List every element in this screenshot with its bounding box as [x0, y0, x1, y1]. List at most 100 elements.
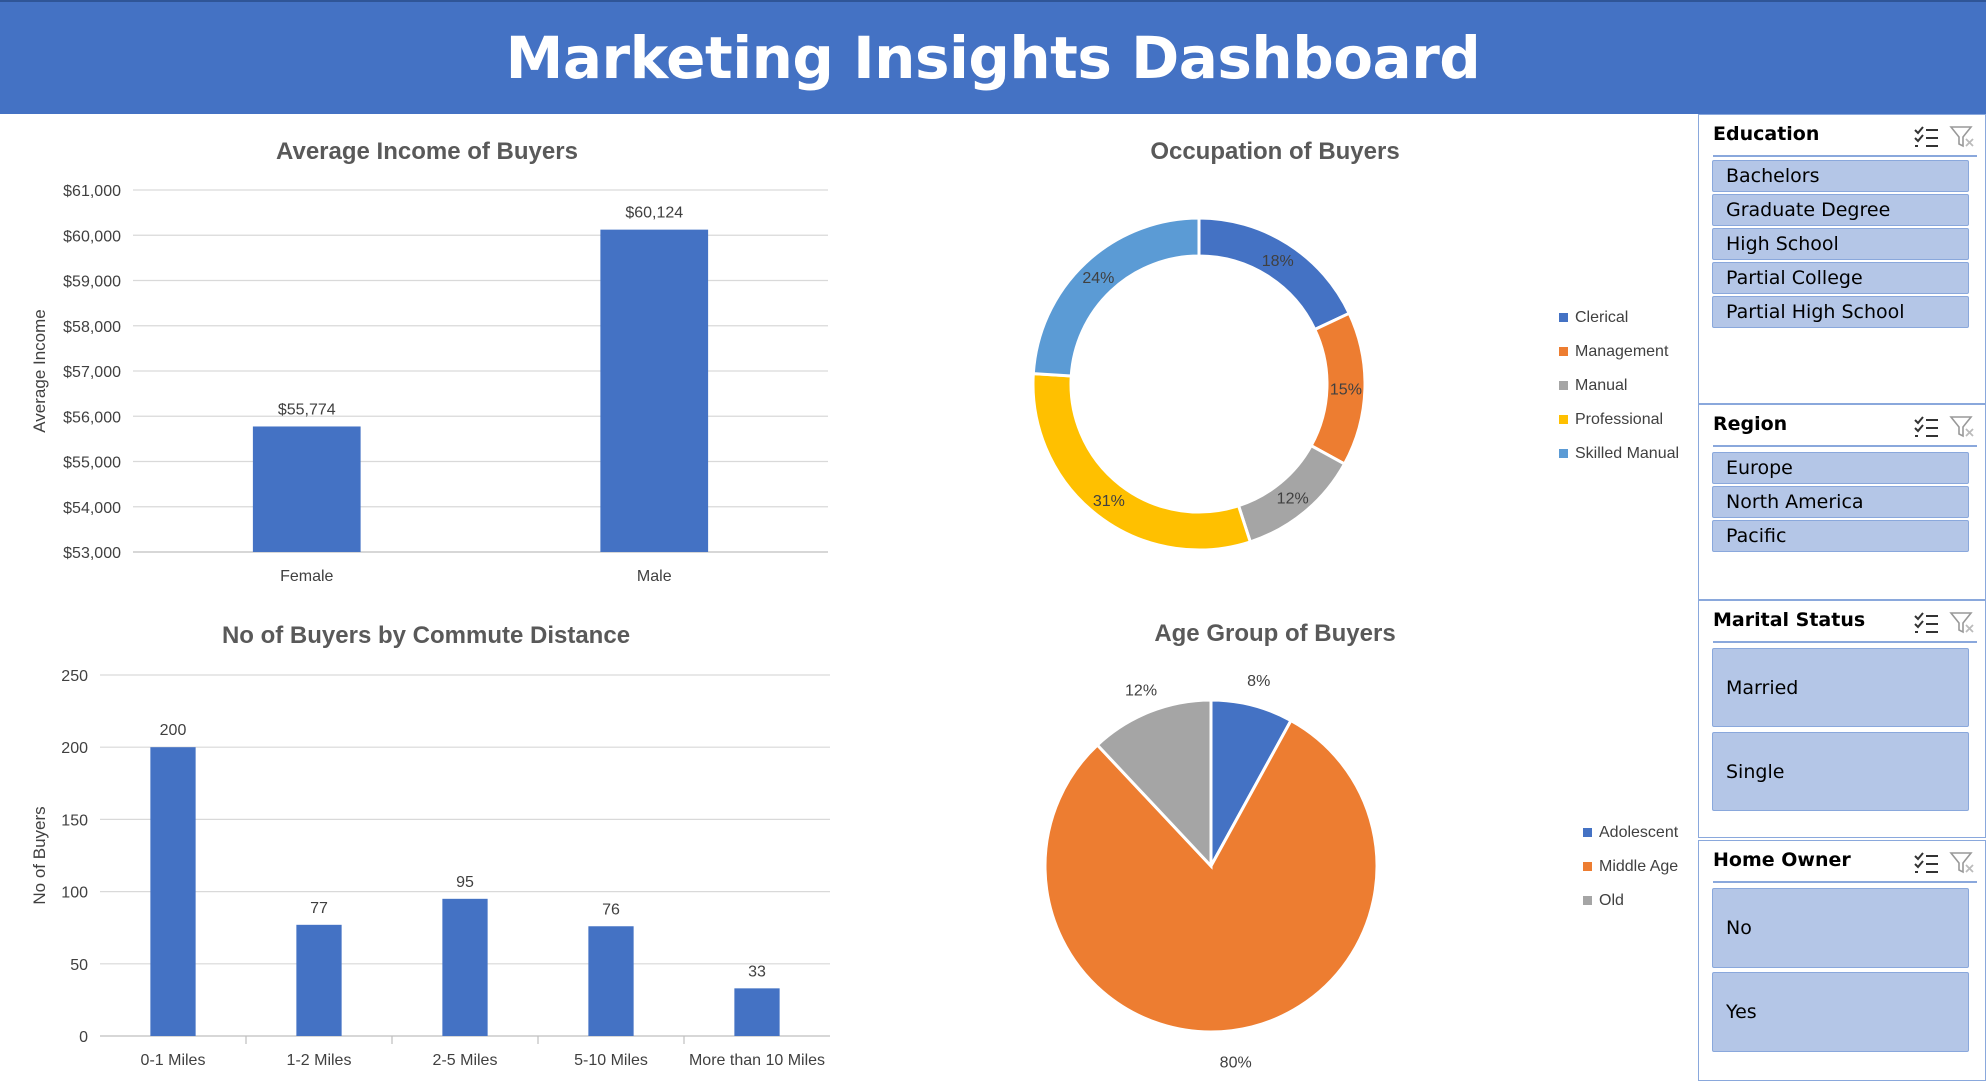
slicer-header: Marital Status: [1713, 601, 1977, 643]
data-label: 8%: [1247, 673, 1270, 690]
slicer-header: Home Owner: [1713, 841, 1977, 883]
slicer-item-yes[interactable]: Yes: [1712, 972, 1969, 1052]
legend-swatch: [1559, 381, 1568, 390]
slicer-region: Region Europe North America Pacific: [1698, 404, 1986, 600]
slicer-item-partial-college[interactable]: Partial College: [1712, 262, 1969, 294]
clear-filter-icon[interactable]: [1949, 611, 1975, 635]
multi-select-icon[interactable]: [1913, 611, 1939, 635]
x-tick-label: More than 10 Miles: [689, 1052, 825, 1069]
clear-filter-icon[interactable]: [1949, 415, 1975, 439]
legend-label: Middle Age: [1599, 858, 1678, 875]
x-tick-label: 0-1 Miles: [141, 1052, 206, 1069]
chart-title: Age Group of Buyers: [1154, 620, 1395, 647]
slicer-item-partial-high-school[interactable]: Partial High School: [1712, 296, 1969, 328]
legend-label: Management: [1575, 343, 1669, 360]
slicer-header: Education: [1713, 115, 1977, 157]
slicer-title: Marital Status: [1713, 609, 1866, 631]
charts-canvas: Average Income of Buyers $53,000 $54,000 $5…: [30, 138, 1679, 1071]
x-tick-label: Female: [280, 568, 333, 585]
legend-label: Skilled Manual: [1575, 445, 1679, 462]
data-label: 18%: [1262, 253, 1294, 270]
legend-label: Clerical: [1575, 309, 1628, 326]
legend-label: Adolescent: [1599, 824, 1679, 841]
slicer-item-north-america[interactable]: North America: [1712, 486, 1969, 518]
y-tick-label: 50: [70, 957, 88, 974]
data-label: 77: [310, 900, 328, 917]
chart-title: No of Buyers by Commute Distance: [222, 622, 630, 649]
bar: [600, 229, 709, 552]
y-tick-label: $60,000: [63, 228, 121, 245]
data-label: 31%: [1093, 493, 1125, 510]
legend-swatch: [1583, 828, 1592, 837]
slicer-item-bachelors[interactable]: Bachelors: [1712, 160, 1969, 192]
data-label: $55,774: [278, 401, 336, 418]
slicer-item-pacific[interactable]: Pacific: [1712, 520, 1969, 552]
y-axis-label: No of Buyers: [30, 806, 49, 904]
y-tick-label: 100: [61, 885, 88, 902]
slicer-title: Home Owner: [1713, 849, 1851, 871]
multi-select-icon[interactable]: [1913, 125, 1939, 149]
slicer-item-married[interactable]: Married: [1712, 648, 1969, 727]
slice: [1031, 371, 1253, 552]
bar: [252, 426, 361, 552]
slice: [1095, 698, 1213, 870]
y-tick-label: $53,000: [63, 545, 121, 562]
slicer-panel: Education Bachelors Graduate Degree High…: [1698, 114, 1986, 1081]
data-label: 12%: [1277, 490, 1309, 507]
slice: [1197, 216, 1352, 332]
data-label: 76: [602, 901, 620, 918]
multi-select-icon[interactable]: [1913, 851, 1939, 875]
title-banner: Marketing Insights Dashboard: [0, 0, 1986, 114]
slicer-item-high-school[interactable]: High School: [1712, 228, 1969, 260]
y-tick-label: 250: [61, 668, 88, 685]
legend-swatch: [1559, 347, 1568, 356]
legend-swatch: [1559, 449, 1568, 458]
multi-select-icon[interactable]: [1913, 415, 1939, 439]
slicer-title: Education: [1713, 123, 1820, 145]
data-label: 15%: [1330, 382, 1362, 399]
data-label: $60,124: [625, 205, 683, 222]
y-tick-label: 150: [61, 812, 88, 829]
y-tick-label: $56,000: [63, 409, 121, 426]
bar: [442, 898, 488, 1036]
y-axis-label: Average Income: [30, 309, 49, 432]
data-label: 33: [748, 963, 766, 980]
chart-title: Occupation of Buyers: [1150, 138, 1399, 165]
slicer-item-single[interactable]: Single: [1712, 732, 1969, 811]
dashboard-title: Marketing Insights Dashboard: [505, 24, 1481, 92]
bar: [588, 926, 634, 1036]
slicer-item-europe[interactable]: Europe: [1712, 452, 1969, 484]
bar: [150, 747, 196, 1036]
y-tick-label: $55,000: [63, 455, 121, 472]
legend-swatch: [1583, 896, 1592, 905]
data-label: 200: [160, 722, 187, 739]
legend-swatch: [1559, 313, 1568, 322]
y-tick-label: $54,000: [63, 500, 121, 517]
y-tick-label: $59,000: [63, 274, 121, 291]
slicer-item-graduate-degree[interactable]: Graduate Degree: [1712, 194, 1969, 226]
legend-swatch: [1583, 862, 1592, 871]
y-tick-label: 0: [79, 1029, 88, 1046]
x-tick-label: Male: [637, 568, 672, 585]
legend-swatch: [1559, 415, 1568, 424]
x-tick-label: 2-5 Miles: [433, 1052, 498, 1069]
slicer-education: Education Bachelors Graduate Degree High…: [1698, 114, 1986, 404]
slicer-item-no[interactable]: No: [1712, 888, 1969, 968]
data-label: 12%: [1125, 682, 1157, 699]
slice: [1043, 718, 1379, 1034]
clear-filter-icon[interactable]: [1949, 851, 1975, 875]
x-tick-label: 1-2 Miles: [287, 1052, 352, 1069]
slicer-marital-status: Marital Status Married Single: [1698, 600, 1986, 838]
x-tick-label: 5-10 Miles: [574, 1052, 648, 1069]
legend-label: Old: [1599, 892, 1624, 909]
data-label: 95: [456, 874, 474, 891]
legend-label: Manual: [1575, 377, 1627, 394]
slicer-header: Region: [1713, 405, 1977, 447]
y-tick-label: $58,000: [63, 319, 121, 336]
y-tick-label: $61,000: [63, 183, 121, 200]
bar: [734, 988, 780, 1036]
slicer-title: Region: [1713, 413, 1788, 435]
data-label: 80%: [1220, 1054, 1252, 1071]
legend-label: Professional: [1575, 411, 1663, 428]
clear-filter-icon[interactable]: [1949, 125, 1975, 149]
